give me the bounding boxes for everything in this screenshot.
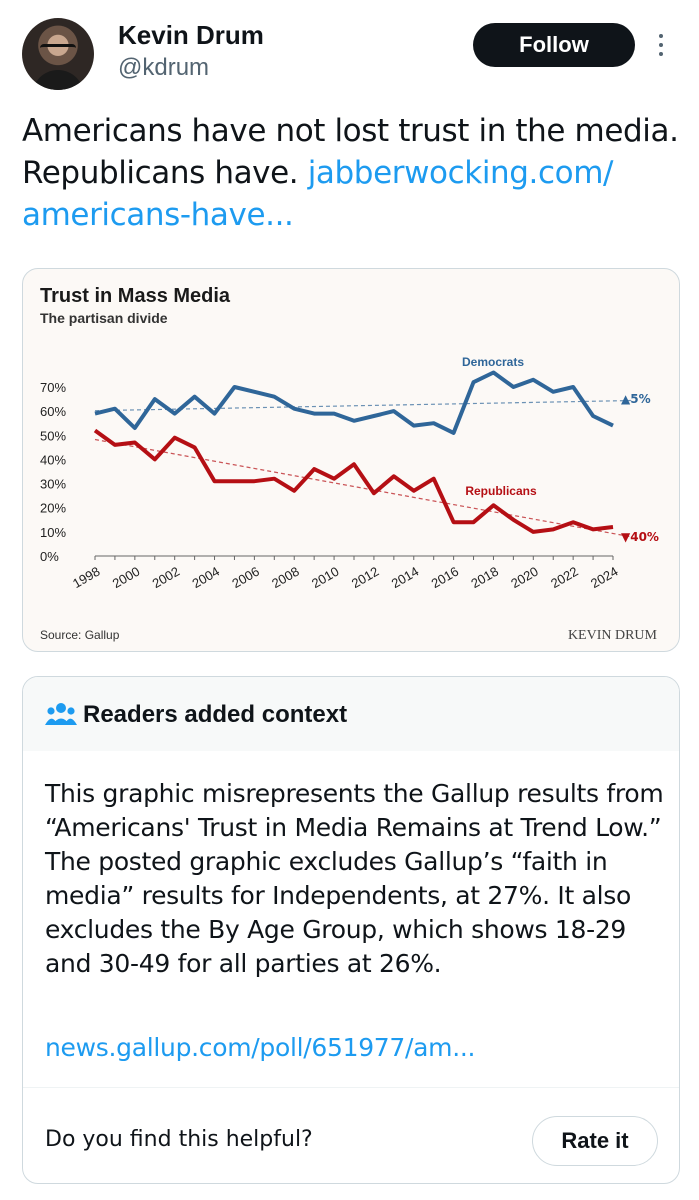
y-tick-label: 10% [40, 525, 66, 540]
author-avatar[interactable] [22, 18, 94, 90]
tweet-body: Americans have not lost trust in the med… [22, 113, 679, 191]
x-tick-label: 2024 [588, 564, 621, 591]
x-tick-label: 1998 [70, 564, 103, 591]
y-tick-label: 0% [40, 549, 59, 564]
x-tick-label: 2006 [229, 564, 262, 591]
x-tick-label: 2000 [110, 564, 143, 591]
x-tick-label: 2010 [309, 564, 342, 591]
series-line-republicans [93, 428, 614, 534]
note-body: This graphic misrepresents the Gallup re… [45, 779, 664, 978]
note-link[interactable]: news.gallup.com/poll/651977/am... [45, 1033, 476, 1062]
x-tick-label: 2020 [508, 564, 541, 591]
y-tick-label: 70% [40, 380, 66, 395]
democrats-change-label: ▲5% [621, 392, 651, 406]
x-tick-label: 2022 [548, 564, 581, 591]
x-tick-label: 2018 [468, 564, 501, 591]
republicans-change-label: ▼40% [621, 530, 659, 544]
note-header: Readers added context [23, 677, 679, 751]
follow-button[interactable]: Follow [473, 23, 635, 67]
trendline-democrats [94, 399, 632, 412]
tweet-link[interactable]: jabberwocking.com/​americans-have... [22, 155, 614, 233]
x-tick-label: 2004 [189, 564, 222, 591]
x-tick-label: 2008 [269, 564, 302, 591]
chart-title: Trust in Mass Media [40, 285, 231, 307]
y-tick-label: 30% [40, 477, 66, 492]
chart-source: Source: Gallup [40, 628, 120, 642]
trendline-republicans [94, 438, 632, 538]
x-tick-label: 2002 [150, 564, 183, 591]
more-vertical-icon[interactable] [658, 34, 664, 60]
y-tick-label: 50% [40, 428, 66, 443]
series-label-democrats: Democrats [462, 355, 524, 369]
chart-subtitle: The partisan divide [40, 310, 168, 326]
series-line-democrats [94, 370, 614, 435]
x-tick-label: 2014 [389, 564, 422, 591]
people-icon [45, 703, 77, 725]
y-tick-label: 20% [40, 501, 66, 516]
chart-image[interactable]: Trust in Mass Media The partisan divide … [22, 268, 680, 652]
community-note: Readers added context This graphic misre… [22, 676, 680, 1184]
author-name[interactable]: Kevin Drum [118, 20, 264, 50]
x-tick-label: 2012 [349, 564, 382, 591]
chart-watermark: KEVIN DRUM [568, 628, 658, 643]
trust-chart: Trust in Mass Media The partisan divide … [40, 285, 659, 643]
y-tick-label: 60% [40, 404, 66, 419]
tweet-text: Americans have not lost trust in the med… [22, 110, 682, 236]
divider [23, 1087, 679, 1088]
rate-it-button[interactable]: Rate it [532, 1116, 658, 1166]
y-tick-label: 40% [40, 452, 66, 467]
x-tick-label: 2016 [429, 564, 462, 591]
helpful-question: Do you find this helpful? [45, 1127, 313, 1152]
author-handle[interactable]: @kdrum [118, 54, 210, 81]
note-title: Readers added context [83, 701, 348, 728]
series-label-republicans: Republicans [465, 484, 537, 498]
